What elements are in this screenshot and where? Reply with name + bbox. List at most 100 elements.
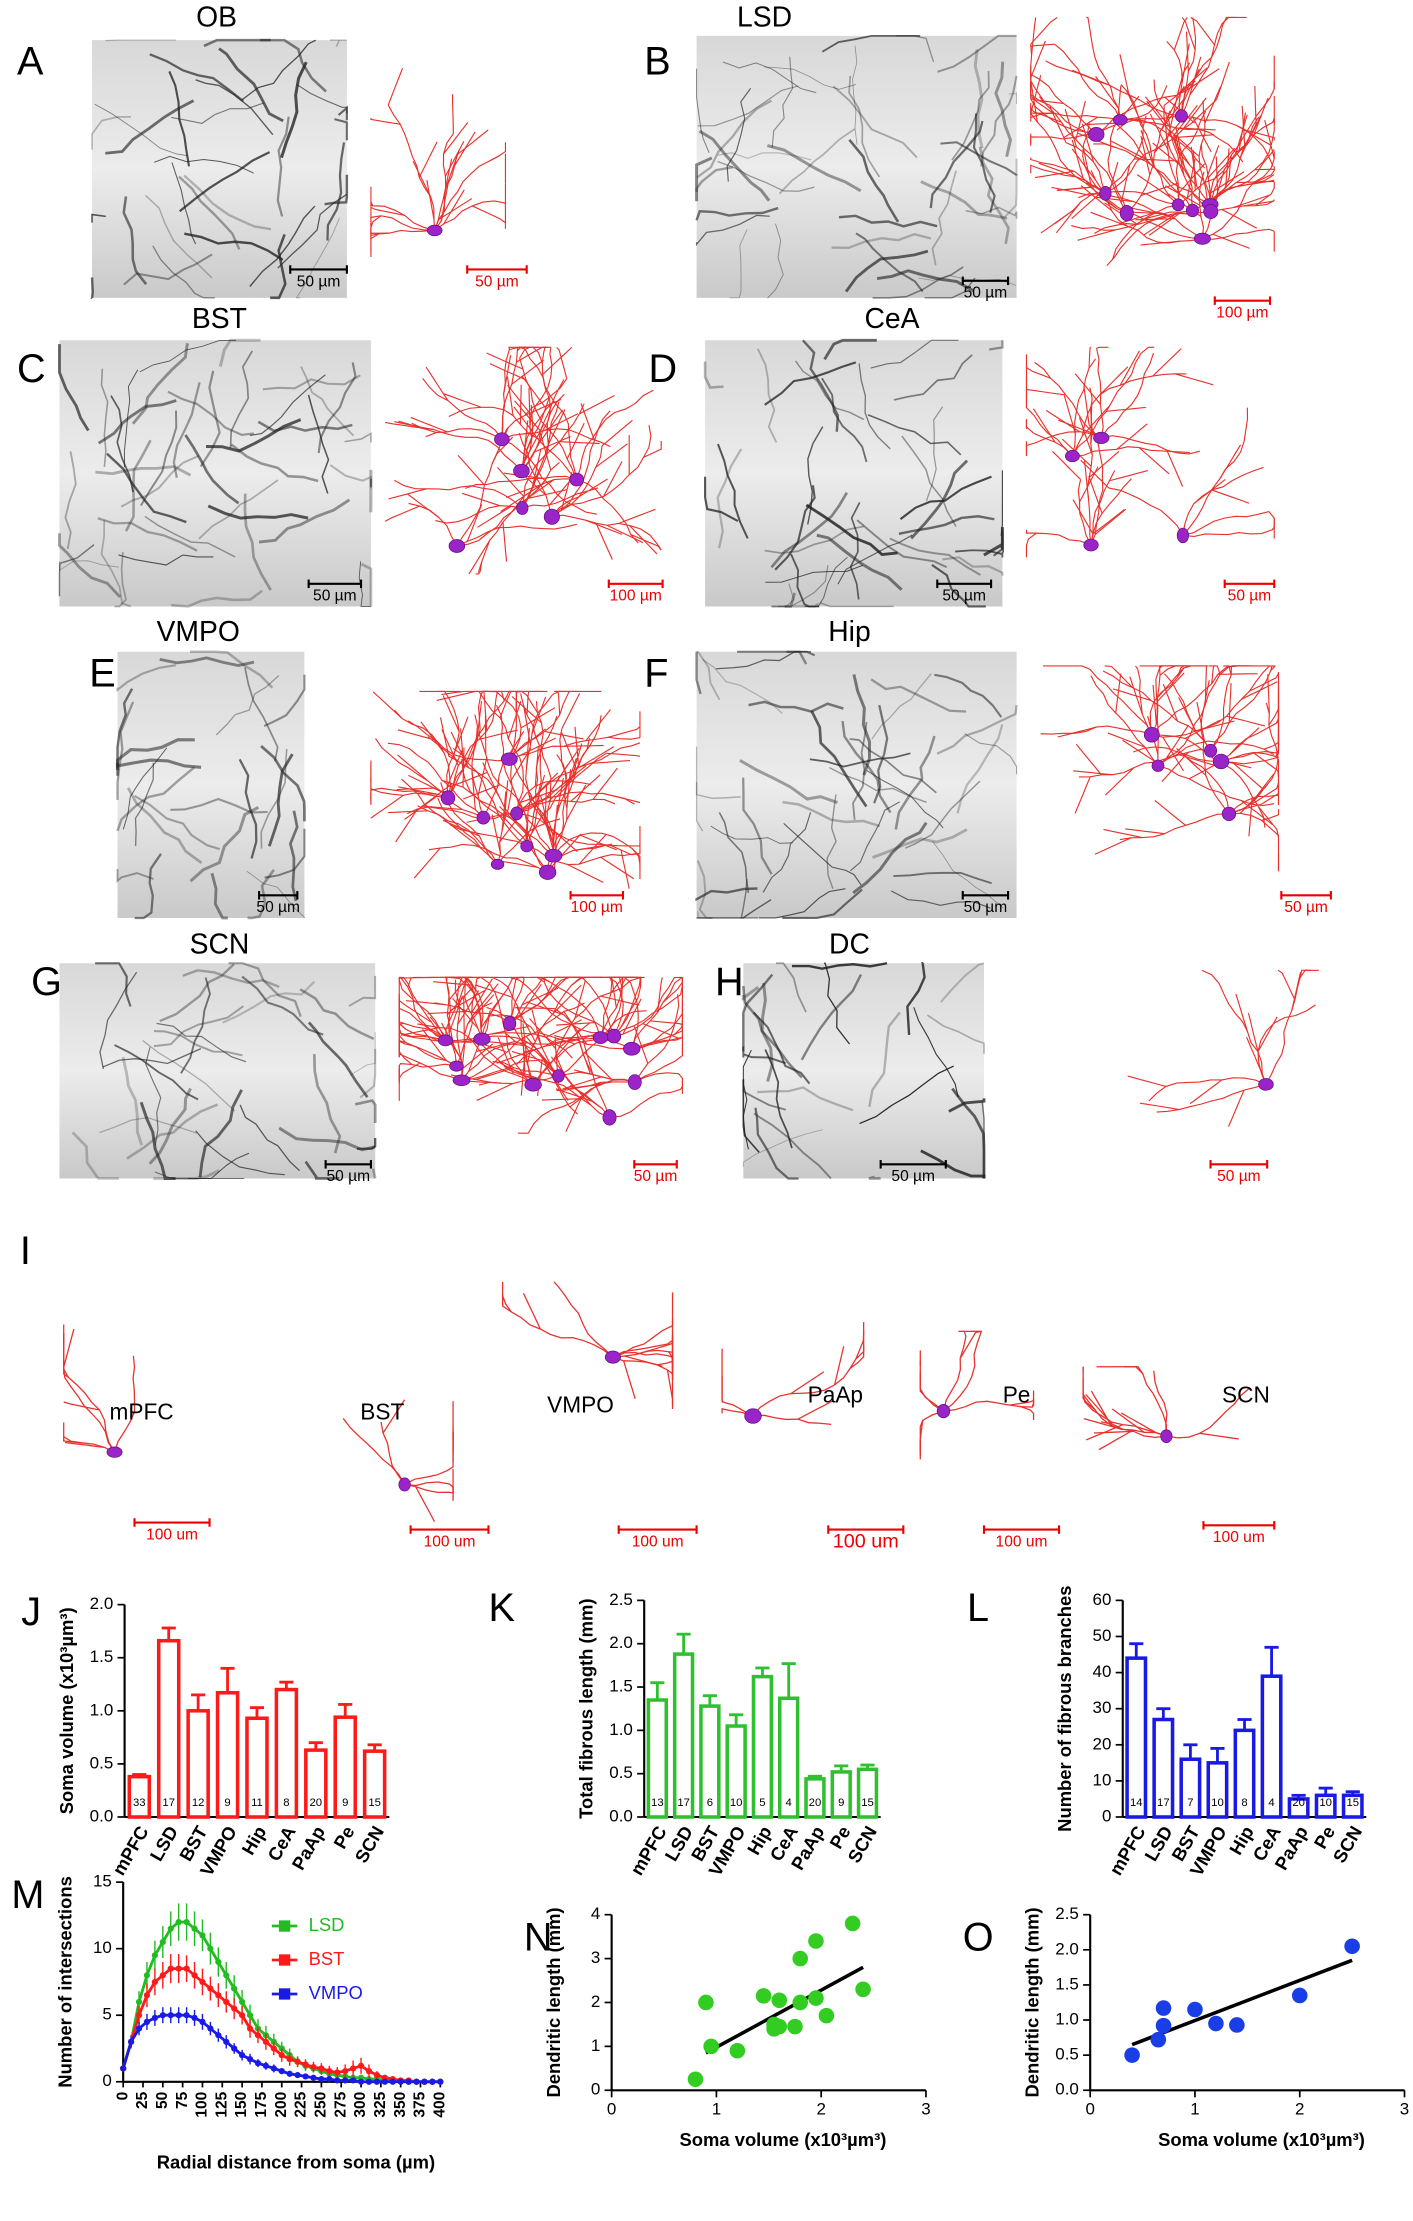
dendrite xyxy=(507,384,533,417)
dendrite xyxy=(539,431,552,471)
x-tick-label: 375 xyxy=(412,2091,429,2117)
legend-label: BST xyxy=(309,1948,345,1969)
fiber xyxy=(178,151,271,213)
soma xyxy=(494,432,510,447)
fiber xyxy=(704,476,739,523)
dendrite xyxy=(1090,470,1116,546)
fiber xyxy=(948,1098,986,1113)
dendrite xyxy=(834,1346,845,1386)
point xyxy=(183,2012,190,2019)
dendrite xyxy=(1040,725,1152,736)
dendrite xyxy=(554,1035,632,1050)
bar xyxy=(777,1696,800,1819)
fiber xyxy=(300,366,355,437)
fiber xyxy=(766,223,784,299)
dendrite xyxy=(1119,54,1130,94)
dendrite xyxy=(1101,435,1201,455)
point xyxy=(349,2077,357,2084)
dendrite xyxy=(608,726,641,738)
y-tick-label: 0.5 xyxy=(90,1753,114,1772)
dendrite xyxy=(483,691,488,731)
dendrite xyxy=(1157,667,1184,699)
dendrite xyxy=(721,1408,754,1417)
x-tick-label: 300 xyxy=(352,2091,369,2117)
dendrite xyxy=(1264,119,1275,159)
fiber xyxy=(848,75,881,178)
dendrite xyxy=(404,1481,454,1501)
fiber xyxy=(866,770,944,829)
dendrite xyxy=(511,1050,551,1064)
sample-size: 17 xyxy=(162,1797,175,1809)
dendrite xyxy=(460,1032,605,1081)
point xyxy=(246,2056,254,2063)
bar xyxy=(1233,1728,1256,1819)
dendrite xyxy=(370,229,435,239)
fiber xyxy=(121,1056,144,1146)
dendrite xyxy=(1254,168,1275,171)
point xyxy=(429,2078,436,2085)
dendrite xyxy=(521,393,565,509)
fiber xyxy=(95,962,132,1007)
fiber xyxy=(824,962,851,1045)
y-tick-label: 2.5 xyxy=(1055,1904,1079,1923)
point xyxy=(135,2012,143,2019)
fiber xyxy=(717,160,815,192)
dendrite xyxy=(1157,740,1275,767)
x-tick-label: 2 xyxy=(1295,2100,1304,2119)
sample-size: 4 xyxy=(786,1797,792,1809)
point xyxy=(808,1990,824,2006)
fiber xyxy=(771,565,829,608)
point xyxy=(381,2078,388,2085)
dendrite xyxy=(514,400,541,432)
fiber xyxy=(771,602,819,608)
micrograph-bg xyxy=(705,340,1003,607)
dendrite xyxy=(557,690,561,715)
point xyxy=(792,1994,809,2011)
dendrite xyxy=(1151,665,1270,737)
dendrite xyxy=(476,1040,516,1052)
x-tick-label: 0 xyxy=(114,2091,131,2100)
fiber xyxy=(58,544,95,597)
dendrite xyxy=(387,67,404,106)
dendrite xyxy=(1253,97,1269,136)
fiber xyxy=(142,1040,236,1112)
dendrite xyxy=(618,976,639,1049)
scale-bar-label: 50 µm xyxy=(313,588,357,605)
fiber xyxy=(116,688,134,776)
dendrite xyxy=(1083,385,1090,425)
panel-letter: F xyxy=(644,651,668,695)
dendrite xyxy=(650,1020,683,1026)
dendrite xyxy=(601,419,633,447)
fiber xyxy=(870,339,959,369)
dendrite xyxy=(607,524,644,544)
fiber xyxy=(122,747,168,830)
dendrite xyxy=(1210,117,1275,212)
point xyxy=(231,2005,238,2012)
point xyxy=(1344,1938,1360,1955)
bar xyxy=(804,1777,826,1819)
dendrite xyxy=(1189,1079,1223,1105)
x-tick-label: 1 xyxy=(1190,2100,1199,2119)
dendrite xyxy=(1090,1390,1112,1426)
bar xyxy=(156,1638,181,1819)
dendrite xyxy=(1180,16,1237,117)
dendrite xyxy=(442,695,460,733)
fiber xyxy=(58,533,122,598)
dendrite xyxy=(398,786,438,795)
fiber xyxy=(729,229,748,299)
sample-size: 20 xyxy=(1292,1797,1305,1809)
dendrite xyxy=(434,154,458,231)
dendrite xyxy=(444,140,465,177)
dendrite xyxy=(1174,134,1215,139)
dendrite xyxy=(437,690,460,798)
dendrite xyxy=(1228,812,1280,865)
fiber xyxy=(288,810,299,902)
bar xyxy=(127,1774,152,1819)
dendrite xyxy=(1152,142,1184,169)
dendrite xyxy=(468,540,491,575)
micrograph xyxy=(115,650,306,920)
dendrite xyxy=(565,1095,583,1132)
panel-title: BST xyxy=(192,302,247,334)
dendrite xyxy=(1180,17,1197,116)
fiber xyxy=(770,491,848,569)
